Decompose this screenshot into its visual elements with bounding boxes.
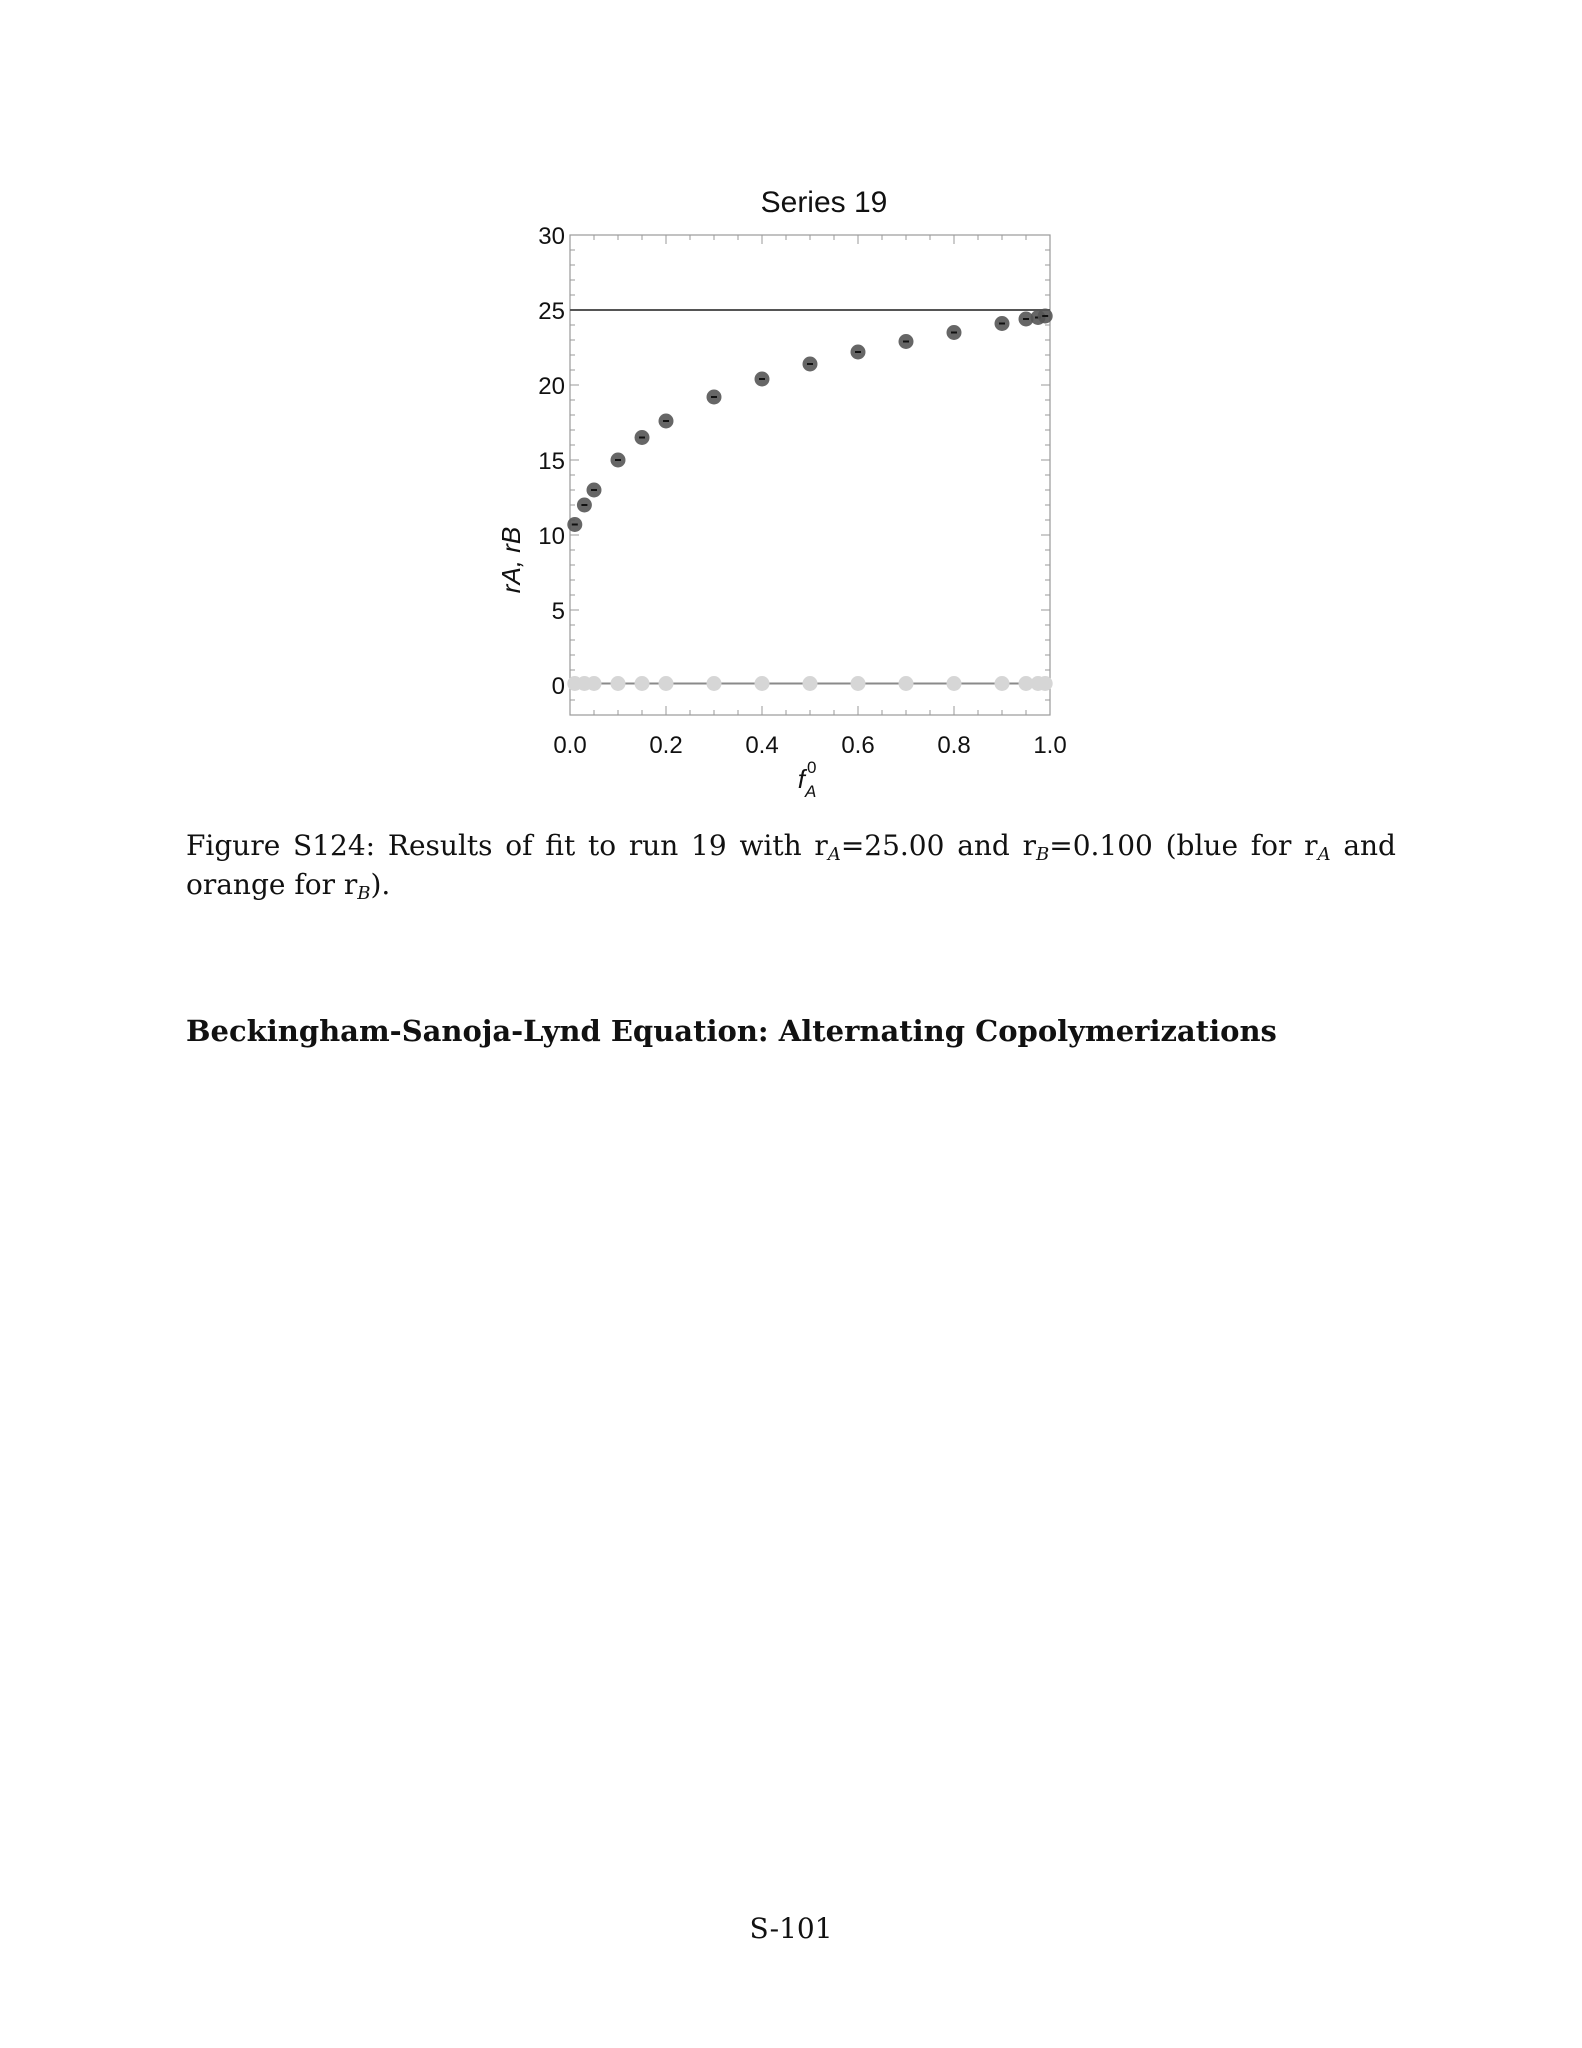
data-point: [634, 676, 650, 691]
tick-labels: 0.0 0.2 0.4 0.6 0.8 1.0 0 5 10 15 20 25 30: [538, 223, 1066, 759]
x-tick-label: 1.0: [1033, 732, 1066, 759]
data-point: [802, 676, 818, 691]
caption-mid1: =25.00 and r: [840, 829, 1036, 862]
data-point: [850, 676, 866, 691]
data-point: [754, 676, 770, 691]
data-point: [706, 676, 722, 691]
caption-suffix: ).: [370, 868, 391, 901]
x-tick-label: 0.8: [937, 732, 970, 759]
data-point: [1018, 676, 1034, 691]
data-point: [946, 676, 962, 691]
y-tick-label: 30: [538, 223, 565, 250]
x-tick-label: 0.6: [841, 732, 874, 759]
x-axis-label-base: f: [798, 764, 808, 794]
x-tick-label: 0.4: [745, 732, 778, 759]
data-point: [994, 676, 1010, 691]
y-tick-label: 20: [538, 373, 565, 400]
y-tick-label: 10: [538, 523, 565, 550]
caption-sub-a: A: [827, 844, 841, 865]
caption-sub-a2: A: [1317, 844, 1331, 865]
y-tick-label: 25: [538, 298, 565, 325]
data-point: [898, 676, 914, 691]
data-point: [1037, 676, 1053, 691]
caption-mid3: and orange for r: [186, 829, 1396, 901]
caption-sub-b2: B: [357, 883, 371, 904]
data-point: [586, 676, 602, 691]
caption-mid2: =0.100 (blue for r: [1049, 829, 1318, 862]
x-axis-label-sub: A: [804, 782, 816, 801]
x-tick-label: 0.2: [649, 732, 682, 759]
caption-prefix: Figure S124: Results of fit to run 19 wi…: [186, 829, 828, 862]
x-axis-label: f 0 A: [798, 758, 817, 801]
y-tick-label: 15: [538, 448, 565, 475]
figure-caption: Figure S124: Results of fit to run 19 wi…: [186, 826, 1396, 904]
plot-border: [569, 234, 1051, 716]
section-heading: Beckingham-Sanoja-Lynd Equation: Alterna…: [186, 1014, 1277, 1048]
data-points: [567, 308, 1053, 691]
x-axis-label-sup: 0: [807, 758, 816, 777]
axis-ticks: [569, 234, 1051, 715]
y-axis-label: rA, rB: [496, 527, 526, 593]
data-point: [658, 676, 674, 691]
caption-sub-b: B: [1036, 844, 1050, 865]
chart-title: Series 19: [761, 186, 888, 219]
y-tick-label: 0: [552, 673, 565, 700]
page-number: S-101: [749, 1912, 833, 1945]
data-point: [610, 676, 626, 691]
x-tick-label: 0.0: [553, 732, 586, 759]
y-tick-label: 5: [552, 598, 565, 625]
plot-frame: [569, 234, 1051, 716]
figure-s124-chart: Series 19 0.0 0.2 0.4 0.6 0.8 1.0 0 5 10 15 20 25 30…: [496, 186, 1067, 801]
